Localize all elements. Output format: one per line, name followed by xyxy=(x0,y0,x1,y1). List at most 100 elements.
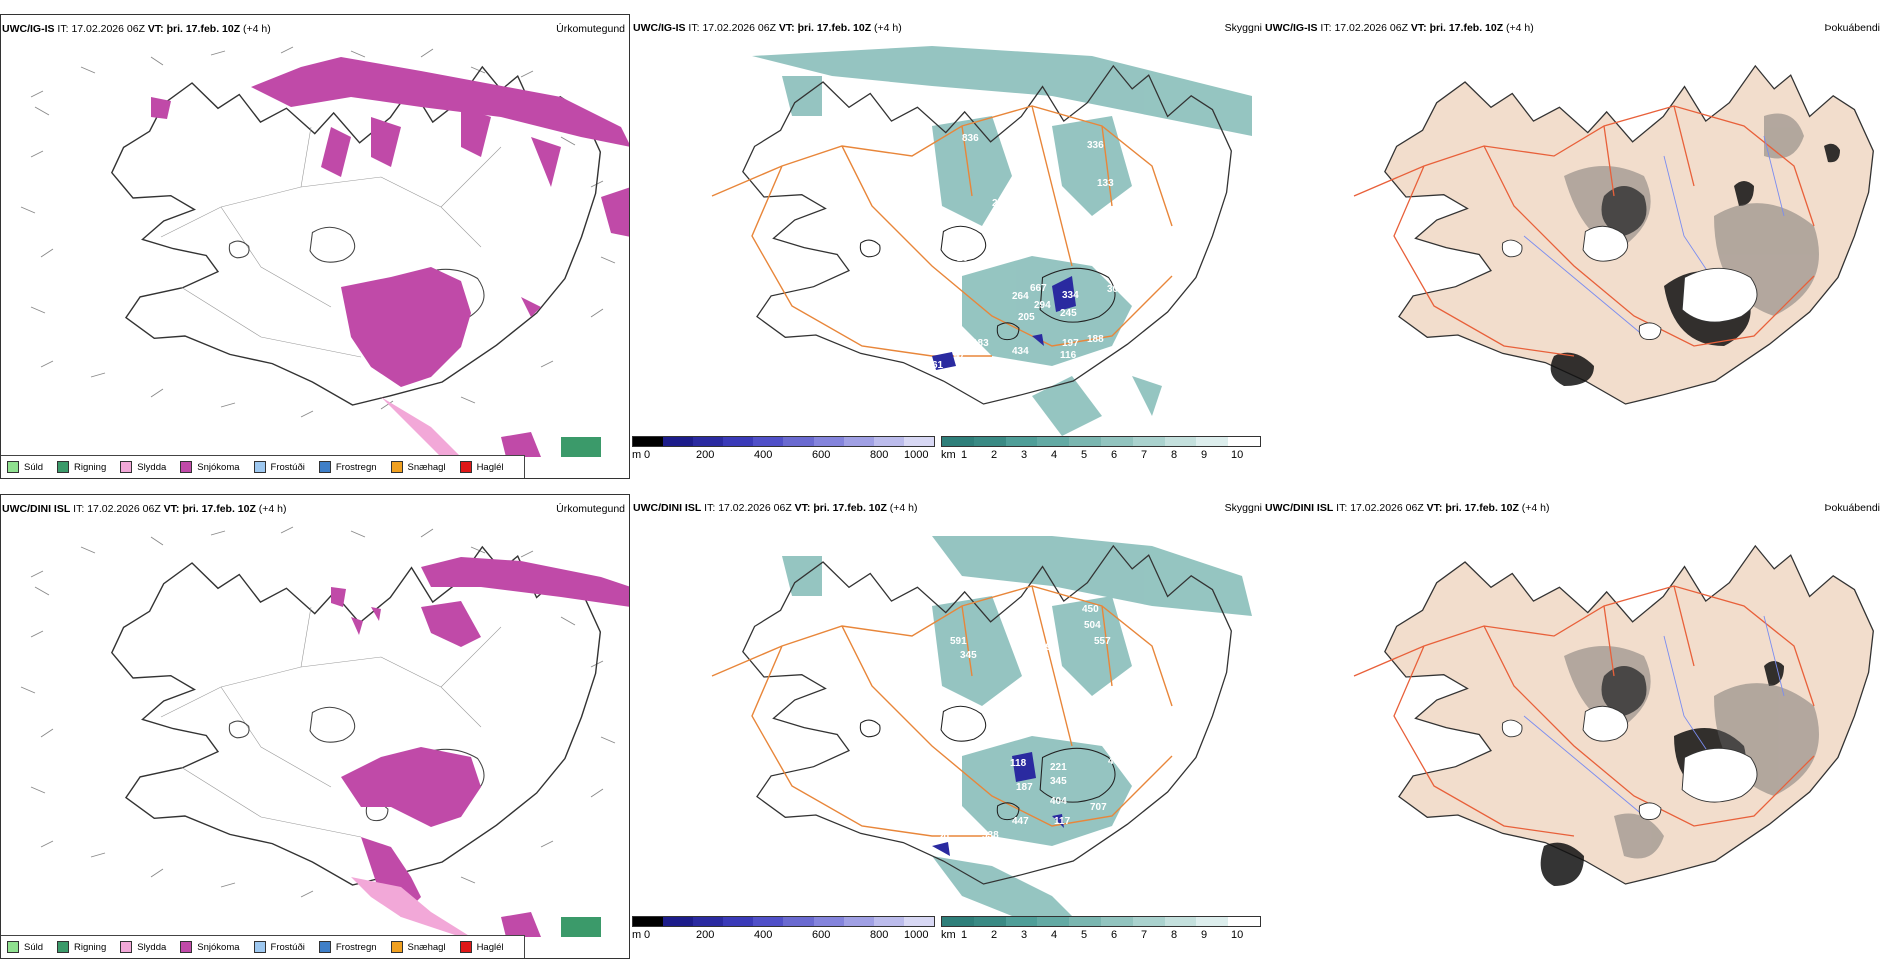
precip-legend: Súld Rigning Slydda Snjókoma Frostúði Fr… xyxy=(1,455,525,478)
precip-type-map xyxy=(20,526,629,937)
cloudbase-label: 20 xyxy=(957,253,969,264)
cloudbase-label: 133 xyxy=(1097,178,1114,189)
cloudbase-ticks: m 0 200 400 600 800 1000 xyxy=(632,929,929,941)
roads-orange xyxy=(711,105,1173,357)
legend-swatch xyxy=(253,941,266,953)
legend-swatch xyxy=(318,461,331,473)
panel-header: UWC/IG-IS IT: 17.02.2026 06Z VT: þri. 17… xyxy=(2,23,271,35)
legend-swatch xyxy=(459,941,472,953)
cloudbase-label: 188 xyxy=(1087,334,1104,345)
cloudbase-label: 222 xyxy=(992,198,1009,209)
cloudbase-label: 345 xyxy=(1050,776,1067,787)
panel-header: UWC/DINI ISL IT: 17.02.2026 06Z VT: þri.… xyxy=(633,502,918,514)
panel-header: UWC/DINI ISL IT: 17.02.2026 06Z VT: þri.… xyxy=(1265,502,1550,514)
legend-item: Snæhagl xyxy=(390,461,446,473)
cloudbase-label: 61 xyxy=(932,360,944,371)
low-visibility-areas xyxy=(782,536,1252,916)
scale-unit: km xyxy=(941,929,956,941)
cloudbase-label: 301 xyxy=(1107,284,1124,295)
legend-swatch xyxy=(7,461,19,473)
cloudbase-label: 118 xyxy=(1010,758,1027,769)
cloudbase-label: 197 xyxy=(1062,338,1079,349)
cloudbase-label: 117 xyxy=(1054,816,1071,827)
cloudbase-label: 667 xyxy=(1030,283,1047,294)
cloudbase-label: 47 xyxy=(954,350,966,361)
legend-item: Snæhagl xyxy=(390,941,446,953)
panel-header: UWC/DINI ISL IT: 17.02.2026 06Z VT: þri.… xyxy=(2,503,287,515)
legend-swatch xyxy=(57,941,70,953)
cloudbase-ticks: m 0 200 400 600 800 1000 xyxy=(632,449,929,461)
low-cloudbase xyxy=(932,276,1076,370)
cloudbase-label: 345 xyxy=(960,650,977,661)
cloudbase-label: 557 xyxy=(1094,636,1111,647)
visibility-ticks: km 1 2 3 4 5 6 7 8 9 10 xyxy=(941,929,1244,941)
cloudbase-label: 404 xyxy=(1050,796,1067,807)
legend-item: Súld xyxy=(7,941,43,953)
scale-unit: m xyxy=(632,929,642,941)
cloudbase-label: 434 xyxy=(1012,346,1029,357)
panel-title: Þokuábendi xyxy=(1824,22,1880,34)
scale-unit: m xyxy=(632,449,642,461)
cloudbase-label: 116 xyxy=(1060,350,1077,361)
legend-item: Frostúði xyxy=(253,941,305,953)
panel-title: Úrkomutegund xyxy=(556,503,625,515)
legend-item: Frostúði xyxy=(253,461,305,473)
cloudbase-label: 336 xyxy=(1087,140,1104,151)
cloudbase-labels: 450 504 557 591 345 790 15 118 221 461 3… xyxy=(938,604,1125,843)
cloudbase-label: 504 xyxy=(1084,620,1101,631)
legend-swatch xyxy=(180,461,193,473)
visibility-ramp xyxy=(941,436,1261,447)
snow-precip-areas xyxy=(151,57,629,387)
panel-title: Þokuábendi xyxy=(1824,502,1880,514)
fog-indicator-map xyxy=(1353,545,1874,886)
scale-unit: km xyxy=(941,449,956,461)
fog-indicator-map xyxy=(1353,65,1874,405)
legend-item: Slydda xyxy=(120,461,166,473)
cloudbase-label: 790 xyxy=(1040,642,1057,653)
cloudbase-label: 221 xyxy=(1050,762,1067,773)
cloudbase-label: 461 xyxy=(1108,756,1125,767)
panel-title: Úrkomutegund xyxy=(556,23,625,35)
cloudbase-label: 183 xyxy=(972,338,989,349)
cloudbase-label: 205 xyxy=(1018,312,1035,323)
sleet-area xyxy=(381,397,461,457)
legend-swatch xyxy=(390,461,403,473)
cloudbase-scale-2: m 0 200 400 600 800 1000 xyxy=(632,916,935,941)
legend-item: Haglél xyxy=(459,461,504,473)
cloudbase-ramp xyxy=(632,916,935,927)
roads-red xyxy=(1353,585,1815,837)
wind-barbs xyxy=(20,46,616,418)
visibility-ramp xyxy=(941,916,1261,927)
cloudbase-label: 334 xyxy=(1062,290,1079,301)
cloudbase-ramp xyxy=(632,436,935,447)
roads-red xyxy=(1353,105,1815,357)
panel-header: UWC/IG-IS IT: 17.02.2026 06Z VT: þri. 17… xyxy=(1265,22,1534,34)
cloud-visibility-map: 836 222 336 133 20 667 264 294 334 301 2… xyxy=(711,46,1252,436)
fog-panel-2: UWC/DINI ISL IT: 17.02.2026 06Z VT: þri.… xyxy=(1264,494,1900,959)
cloudbase-label: 245 xyxy=(1060,308,1077,319)
roads-grey xyxy=(160,126,502,358)
legend-item: Frostregn xyxy=(318,461,377,473)
cloudbase-label: 294 xyxy=(1034,300,1051,311)
cloudbase-label: 187 xyxy=(1016,782,1033,793)
legend-item: Rigning xyxy=(57,461,106,473)
cloudbase-label: 309 xyxy=(987,364,1004,375)
legend-item: Snjókoma xyxy=(180,941,240,953)
cloudbase-label: 447 xyxy=(1012,816,1029,827)
cloudbase-label: 15 xyxy=(958,708,970,719)
cloud-visibility-map: 450 504 557 591 345 790 15 118 221 461 3… xyxy=(711,536,1252,916)
cloudbase-label: 836 xyxy=(962,133,979,144)
cloud-panel-2: UWC/DINI ISL IT: 17.02.2026 06Z VT: þri.… xyxy=(632,494,1262,959)
cloudbase-scale-1: m 0 200 400 600 800 1000 xyxy=(632,436,935,461)
legend-swatch xyxy=(57,461,70,473)
legend-swatch xyxy=(120,941,133,953)
cloudbase-label: 591 xyxy=(950,636,967,647)
precip-legend: Súld Rigning Slydda Snjókoma Frostúði Fr… xyxy=(1,935,525,958)
legend-swatch xyxy=(318,941,331,953)
fog-panel-1: UWC/IG-IS IT: 17.02.2026 06Z VT: þri. 17… xyxy=(1264,14,1900,479)
cloudbase-label: 450 xyxy=(1082,604,1099,615)
legend-item: Slydda xyxy=(120,941,166,953)
roads-orange xyxy=(711,585,1173,837)
legend-swatch xyxy=(7,941,19,953)
legend-item: Snjókoma xyxy=(180,461,240,473)
